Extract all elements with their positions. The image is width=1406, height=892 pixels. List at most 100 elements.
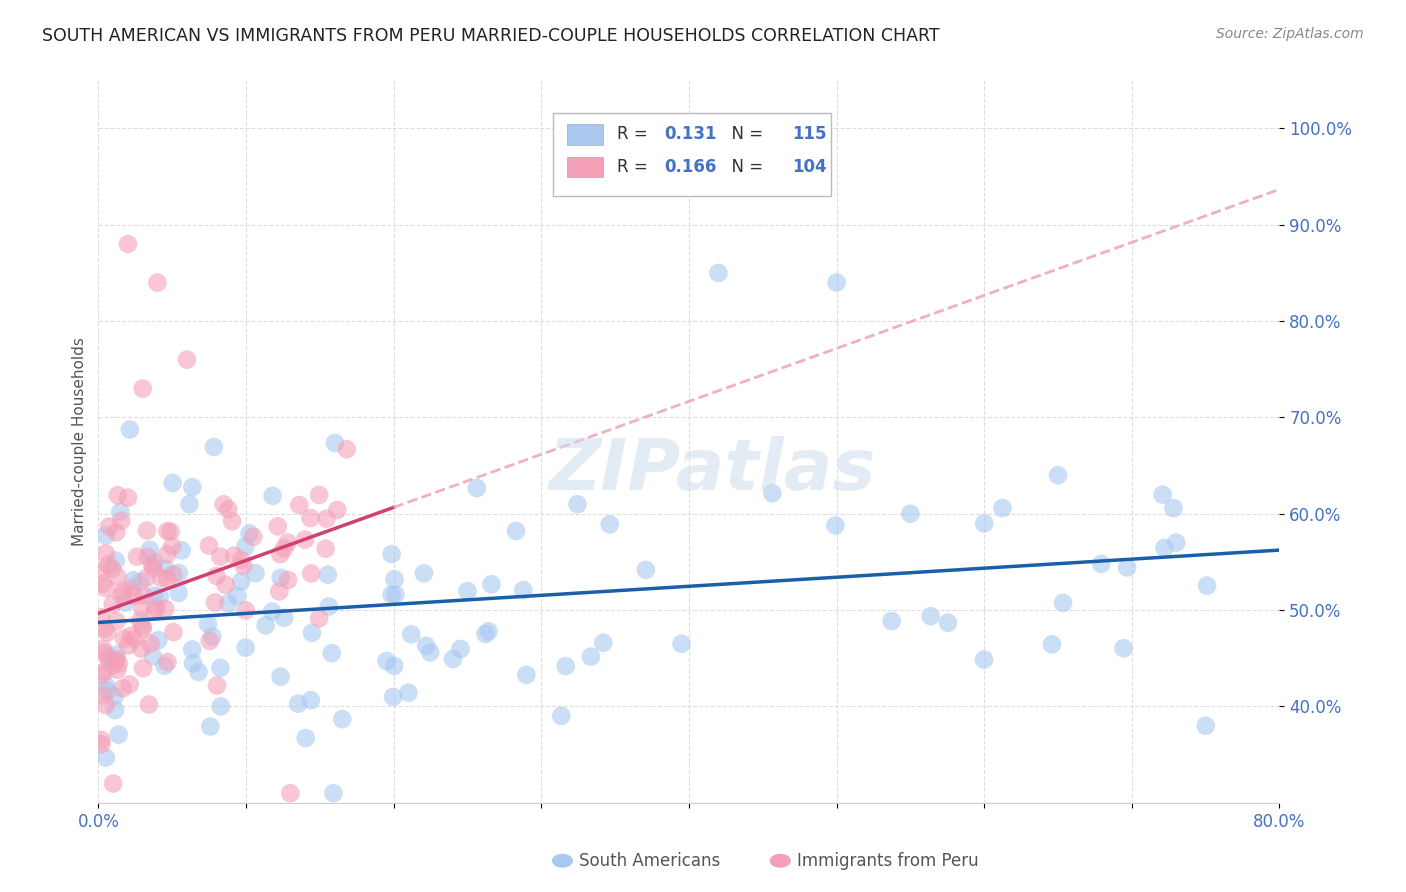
Point — [104, 554, 127, 568]
Point — [98, 519, 121, 533]
Point — [567, 497, 589, 511]
Point — [103, 776, 125, 790]
Point — [110, 505, 132, 519]
Point — [592, 636, 614, 650]
Point — [139, 636, 162, 650]
Point — [204, 595, 226, 609]
Point — [201, 629, 224, 643]
Point — [156, 572, 179, 586]
Point — [105, 525, 128, 540]
Point — [1116, 560, 1139, 574]
Point — [94, 546, 117, 560]
Point — [93, 689, 115, 703]
Point — [129, 575, 152, 590]
Point — [920, 609, 942, 624]
Point — [94, 750, 117, 764]
Point — [155, 562, 177, 576]
Point — [1090, 557, 1112, 571]
Point — [235, 640, 257, 655]
Point — [104, 654, 127, 668]
Point — [117, 237, 139, 252]
Point — [105, 652, 128, 666]
Point — [162, 567, 184, 582]
Point — [93, 665, 115, 679]
Point — [138, 542, 160, 557]
Point — [187, 665, 209, 679]
Point — [382, 690, 405, 704]
FancyBboxPatch shape — [567, 124, 603, 145]
Point — [162, 475, 184, 490]
Point — [1195, 719, 1218, 733]
Point — [145, 601, 167, 615]
Point — [167, 566, 190, 580]
Point — [450, 642, 472, 657]
Point — [94, 698, 117, 712]
Point — [277, 535, 299, 549]
Point — [91, 642, 114, 657]
Point — [599, 517, 621, 532]
Point — [153, 602, 176, 616]
Point — [1046, 468, 1070, 483]
Point — [131, 601, 153, 615]
Point — [150, 571, 173, 585]
Point — [108, 657, 131, 671]
Point — [254, 618, 277, 632]
Point — [105, 569, 128, 583]
Point — [200, 719, 222, 733]
Point — [101, 658, 124, 673]
Point — [136, 550, 159, 565]
Point — [457, 584, 479, 599]
Point — [149, 590, 172, 604]
Point — [209, 699, 232, 714]
Point — [94, 646, 117, 660]
Point — [198, 539, 221, 553]
Point — [515, 668, 537, 682]
Text: 0.131: 0.131 — [664, 126, 717, 144]
Point — [316, 567, 339, 582]
Point — [112, 584, 135, 599]
Text: SOUTH AMERICAN VS IMMIGRANTS FROM PERU MARRIED-COUPLE HOUSEHOLDS CORRELATION CHA: SOUTH AMERICAN VS IMMIGRANTS FROM PERU M… — [42, 27, 939, 45]
Point — [114, 595, 136, 609]
Point — [231, 553, 253, 567]
Point — [273, 611, 295, 625]
Point — [94, 528, 117, 542]
Point — [156, 547, 179, 561]
Point — [217, 596, 239, 610]
Point — [118, 422, 141, 436]
Point — [96, 683, 118, 698]
Point — [477, 624, 499, 639]
Point — [129, 614, 152, 628]
Point — [97, 650, 120, 665]
Point — [122, 632, 145, 646]
Point — [132, 382, 155, 396]
Point — [179, 497, 201, 511]
Point — [1166, 535, 1188, 549]
Point — [141, 558, 163, 573]
Point — [105, 648, 128, 662]
Point — [91, 576, 114, 591]
Point — [90, 610, 112, 624]
Text: 104: 104 — [792, 158, 827, 176]
Point — [280, 786, 302, 800]
FancyBboxPatch shape — [553, 112, 831, 196]
Point — [94, 622, 117, 636]
Point — [707, 266, 730, 280]
Point — [273, 541, 295, 556]
Point — [991, 501, 1014, 516]
Point — [162, 539, 183, 553]
Point — [245, 566, 267, 581]
Text: 115: 115 — [792, 126, 827, 144]
Point — [176, 352, 198, 367]
Point — [270, 571, 292, 585]
Point — [90, 737, 112, 751]
Point — [1163, 501, 1185, 516]
Point — [181, 480, 204, 494]
Point — [308, 488, 330, 502]
Point — [104, 703, 127, 717]
Point — [299, 566, 322, 581]
Text: N =: N = — [721, 158, 768, 176]
Point — [162, 625, 184, 640]
Point — [138, 698, 160, 712]
Point — [321, 646, 343, 660]
Point — [1112, 641, 1135, 656]
